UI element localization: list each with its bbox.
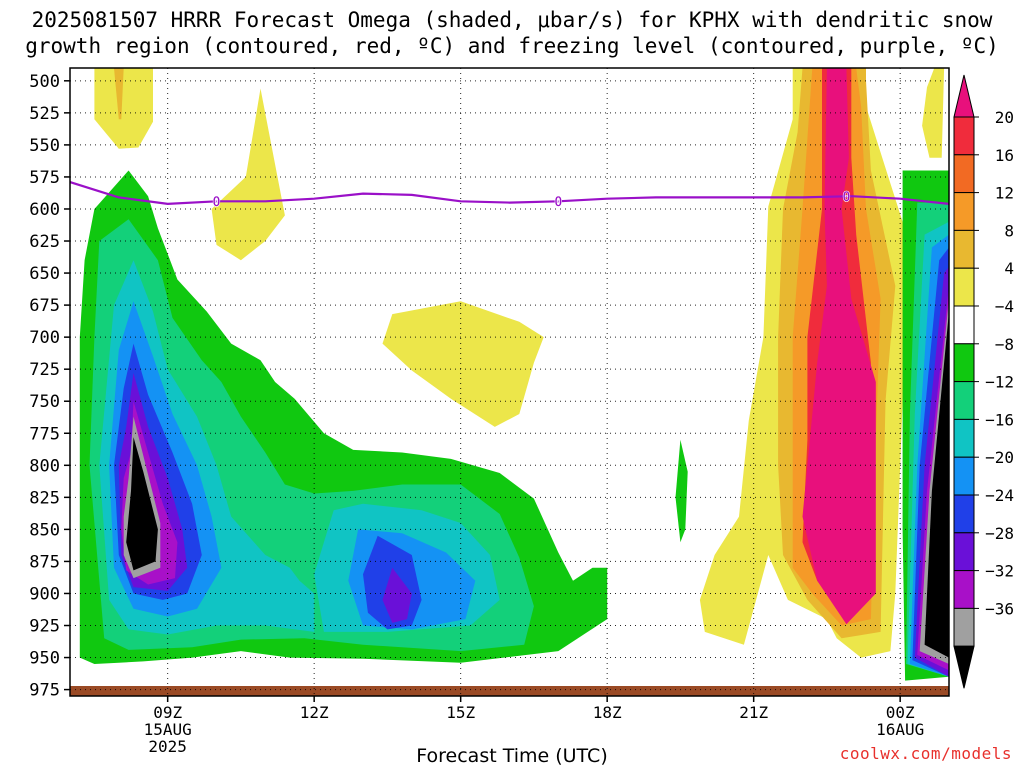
y-tick-label-825: 825 (29, 488, 60, 508)
colorbar-label-1: 16 (995, 146, 1014, 165)
freezing-level-label-2: 0 (842, 189, 850, 205)
freezing-level-label-1: 0 (554, 194, 562, 210)
y-tick-label-500: 500 (29, 72, 60, 92)
chart-title-line-2: growth region (contoured, red, ºC) and f… (25, 34, 999, 58)
colorbar-label-0: 20 (995, 108, 1014, 127)
colorbar-box-10 (953, 494, 975, 534)
plot-frame (69, 67, 950, 697)
credit-text: coolwx.com/models (839, 744, 1012, 763)
colorbar-box-11 (953, 532, 975, 572)
freezing-level-line (70, 181, 949, 206)
x-tick-label-18Z: 18Z (593, 703, 622, 722)
colorbar-box-4 (953, 267, 975, 307)
x-tick-year-09Z: 2025 (148, 737, 187, 756)
chart-title-line-1: 2025081507 HRRR Forecast Omega (shaded, … (31, 8, 993, 32)
omega-region-11 (675, 439, 688, 543)
y-tick-label-550: 550 (29, 136, 60, 156)
x-tick-label-21Z: 21Z (739, 703, 768, 722)
omega-region-32 (924, 311, 949, 658)
colorbar-box-6 (953, 343, 975, 383)
colorbar-box-0 (953, 116, 975, 156)
y-tick-label-700: 700 (29, 328, 60, 348)
y-tick-label-600: 600 (29, 200, 60, 220)
y-tick-label-875: 875 (29, 552, 60, 572)
freezing-level-contour: 0 0 0 (70, 181, 949, 211)
ground-surface (70, 686, 949, 696)
colorbar-box-12 (953, 570, 975, 609)
colorbar-label-10: −24 (985, 486, 1014, 505)
colorbar-label-2: 12 (995, 184, 1014, 203)
y-tick-label-850: 850 (29, 520, 60, 540)
omega-shading (79, 68, 949, 681)
colorbar-label-7: −12 (985, 373, 1014, 392)
omega-region-0 (94, 68, 153, 149)
x-tick-label-09Z: 09Z (153, 703, 182, 722)
omega-region-25 (382, 567, 412, 623)
colorbar-box-9 (953, 456, 975, 496)
y-tick-label-650: 650 (29, 264, 60, 284)
colorbar-label-8: −16 (985, 410, 1014, 429)
y-tick-label-625: 625 (29, 232, 60, 252)
colorbar-label-11: −28 (985, 524, 1014, 543)
y-tick-label-575: 575 (29, 168, 60, 188)
colorbar-box-3 (953, 229, 975, 269)
colorbar-box-2 (953, 192, 975, 231)
colorbar-box-7 (953, 381, 975, 420)
omega-region-31 (126, 437, 158, 571)
x-axis-label: Forecast Time (UTC) (416, 745, 608, 767)
y-tick-label-950: 950 (29, 649, 60, 669)
y-tick-label-750: 750 (29, 392, 60, 412)
colorbar-label-4: 4 (1004, 259, 1014, 278)
colorbar-box-13 (953, 607, 975, 647)
x-tick-date-09Z: 15AUG (144, 720, 192, 739)
omega-region-9 (922, 68, 945, 158)
colorbar-box-1 (953, 154, 975, 194)
colorbar-label-5: −4 (995, 297, 1014, 316)
y-tick-label-800: 800 (29, 456, 60, 476)
colorbar-bottom-arrow (953, 645, 975, 689)
x-tick-label-00Z: 00Z (886, 703, 915, 722)
y-tick-label-925: 925 (29, 617, 60, 637)
colorbar-label-3: 8 (1004, 221, 1014, 240)
y-axis: 500 525 550 575 600 625 650 675 700 725 750 775 800 8… (29, 72, 70, 701)
colorbar-label-6: −8 (995, 335, 1014, 354)
y-tick-label-775: 775 (29, 424, 60, 444)
colorbar-label-9: −20 (985, 448, 1014, 467)
x-tick-date-00Z: 16AUG (876, 720, 924, 739)
colorbar: 20 16 12 8 4 −4 −8 −12 −16 −20 −24 −28 −32 −36 (953, 74, 1014, 689)
colorbar-top-arrow (953, 74, 975, 118)
x-tick-label-12Z: 12Z (300, 703, 329, 722)
colorbar-label-13: −36 (985, 599, 1014, 618)
colorbar-box-5 (953, 305, 975, 345)
y-tick-label-725: 725 (29, 360, 60, 380)
y-tick-label-525: 525 (29, 104, 60, 124)
y-tick-label-900: 900 (29, 584, 60, 604)
colorbar-box-8 (953, 418, 975, 458)
omega-region-8 (802, 68, 876, 625)
colorbar-label-12: −32 (985, 562, 1014, 581)
omega-region-2 (211, 88, 285, 261)
omega-region-1 (114, 68, 124, 120)
y-tick-label-975: 975 (29, 681, 60, 701)
omega-region-3 (382, 301, 544, 427)
y-tick-label-675: 675 (29, 296, 60, 316)
x-tick-label-15Z: 15Z (446, 703, 475, 722)
freezing-level-label-0: 0 (212, 194, 220, 210)
